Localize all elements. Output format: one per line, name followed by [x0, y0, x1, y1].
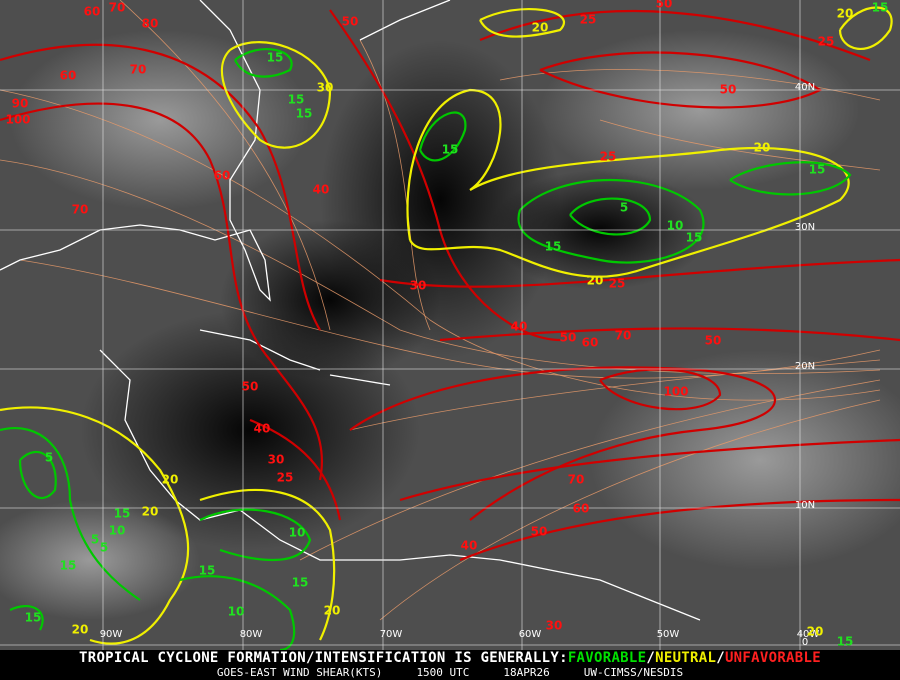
contour-label: 50	[242, 380, 259, 394]
lat-lon-grid: 40N 30N 20N 10N 0 90W 80W 70W 60W 50W 40W	[0, 0, 900, 650]
contour-label: 15	[292, 576, 309, 590]
contour-label: 40	[313, 183, 330, 197]
latitude-label: 40N	[795, 82, 815, 93]
separator: /	[716, 650, 725, 666]
contour-label: 90	[12, 97, 29, 111]
contour-label: 25	[277, 471, 294, 485]
latitude-label: 10N	[795, 500, 815, 511]
contours	[0, 6, 900, 650]
contour-label: 60	[84, 5, 101, 19]
contour-label: 15	[25, 611, 42, 625]
longitude-label: 80W	[240, 629, 263, 640]
longitude-label: 50W	[657, 629, 680, 640]
contour-label: 5	[100, 541, 108, 555]
contour-label: 60	[582, 336, 599, 350]
contour-label: 50	[560, 331, 577, 345]
map-canvas: 40N 30N 20N 10N 0 90W 80W 70W 60W 50W 40W 60 70 80 50…	[0, 0, 900, 650]
contour-label: 15	[60, 559, 77, 573]
contour-label: 15	[288, 93, 305, 107]
contour-label: 10	[289, 526, 306, 540]
time: 1500 UTC	[416, 666, 470, 679]
contour-label: 15	[837, 635, 854, 649]
contour-label: 50	[720, 83, 737, 97]
contour-label: 25	[818, 35, 835, 49]
contour-label: 15	[199, 564, 216, 578]
contour-label: 40	[461, 539, 478, 553]
contour-label: 30	[546, 619, 563, 633]
unfavorable-label: UNFAVORABLE	[724, 650, 821, 666]
contour-label: 50	[531, 525, 548, 539]
date: 18APR26	[503, 666, 550, 679]
contour-label: 20	[142, 505, 159, 519]
latitude-label: 20N	[795, 361, 815, 372]
imagery	[0, 30, 900, 620]
source: UW-CIMSS/NESDIS	[583, 666, 684, 679]
contour-label: 40	[254, 422, 271, 436]
contour-label: 15	[296, 107, 313, 121]
contour-label: 15	[872, 1, 889, 15]
contour-label: 70	[109, 1, 126, 15]
contour-label: 20	[837, 7, 854, 21]
contour-label: 70	[568, 473, 585, 487]
contour-label: 70	[615, 329, 632, 343]
contour-label: 20	[532, 21, 549, 35]
contour-label: 20	[587, 274, 604, 288]
footer-message: TROPICAL CYCLONE FORMATION/INTENSIFICATI…	[0, 650, 900, 666]
contour-label: 5	[91, 533, 99, 547]
contour-label: 20	[754, 141, 771, 155]
footer: TROPICAL CYCLONE FORMATION/INTENSIFICATI…	[0, 650, 900, 680]
latitude-label: 0	[802, 637, 808, 648]
contour-label: 5	[620, 201, 628, 215]
contour-label: 50	[656, 0, 673, 11]
contour-label: 10	[109, 524, 126, 538]
contour-label: 25	[600, 150, 617, 164]
favorable-label: FAVORABLE	[567, 650, 647, 666]
contour-label: 20	[162, 473, 179, 487]
contour-label: 70	[130, 63, 147, 77]
latitude-label: 30N	[795, 222, 815, 233]
contour-label: 70	[72, 203, 89, 217]
product: GOES-EAST WIND SHEAR(KTS)	[216, 666, 383, 679]
contour-label: 15	[686, 231, 703, 245]
contour-label: 100	[5, 113, 30, 127]
footer-credits: GOES-EAST WIND SHEAR(KTS) 1500 UTC 18APR…	[0, 666, 900, 679]
contour-label: 25	[580, 13, 597, 27]
message: TROPICAL CYCLONE FORMATION/INTENSIFICATI…	[79, 650, 568, 666]
longitude-label: 90W	[100, 629, 123, 640]
longitude-label: 40W	[797, 629, 820, 640]
contour-label: 60	[573, 502, 590, 516]
contour-label: 10	[667, 219, 684, 233]
contour-label: 80	[142, 17, 159, 31]
longitude-label: 60W	[519, 629, 542, 640]
contour-label: 15	[442, 143, 459, 157]
contour-label: 40	[511, 320, 528, 334]
contour-label: 10	[228, 605, 245, 619]
contour-label: 50	[705, 334, 722, 348]
contour-label: 50	[342, 15, 359, 29]
contour-label: 20	[324, 604, 341, 618]
contour-label: 15	[545, 240, 562, 254]
contour-label: 30	[410, 279, 427, 293]
coastlines	[0, 0, 701, 621]
contour-label: 15	[809, 163, 826, 177]
contour-label: 100	[663, 385, 688, 399]
contour-label: 15	[267, 51, 284, 65]
contour-label: 60	[60, 69, 77, 83]
contour-label: 15	[114, 507, 131, 521]
longitude-label: 70W	[380, 629, 403, 640]
separator: /	[646, 650, 656, 666]
contour-label: 25	[609, 277, 626, 291]
contour-label: 30	[268, 453, 285, 467]
streamlines	[0, 0, 881, 621]
neutral-label: NEUTRAL	[655, 650, 717, 666]
contour-label: 20	[72, 623, 89, 637]
contour-label: 60	[214, 169, 231, 183]
contour-label: 30	[317, 81, 334, 95]
contour-label: 5	[45, 451, 53, 465]
contour-label: 20	[807, 625, 824, 639]
